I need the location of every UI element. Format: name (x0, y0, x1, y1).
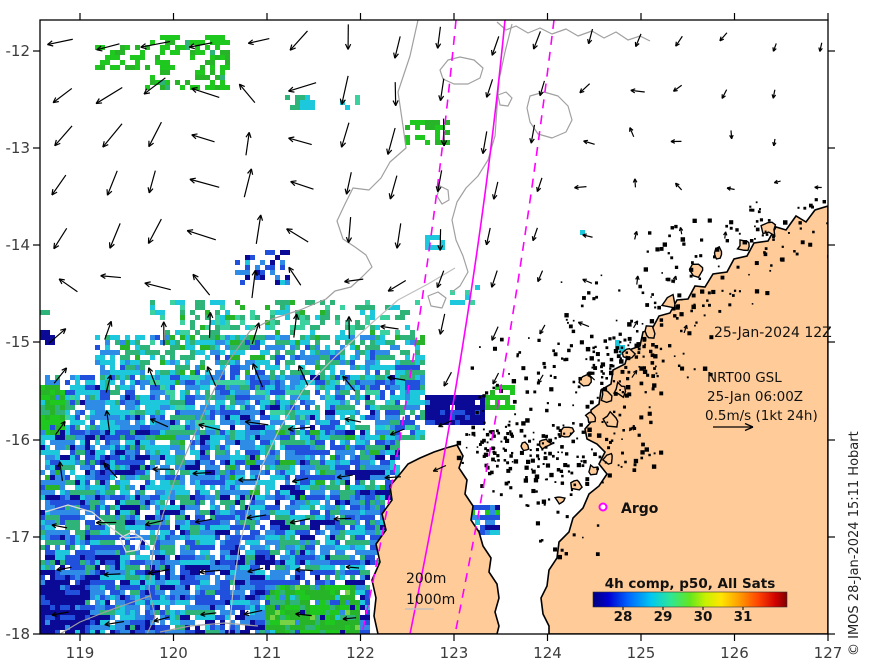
x-tick-label-125: 125 (627, 644, 656, 662)
x-tick-label-120: 120 (159, 644, 188, 662)
y-tick-label--15: -15 (6, 333, 31, 351)
nrt-product-label: NRT00 GSL (707, 370, 782, 386)
nrt-time-label: 25-Jan 06:00Z (707, 389, 803, 405)
x-tick-label-127: 127 (814, 644, 843, 662)
x-tick-label-121: 121 (253, 644, 282, 662)
bathymetry-contours-layer (44, 20, 651, 634)
plot-frame (39, 19, 829, 635)
current-vector-arrows-layer (47, 24, 823, 627)
depth-1000m-label: 1000m (406, 592, 455, 608)
y-tick-label--16: -16 (6, 431, 31, 449)
credit-text: © IMOS 28-Jan-2024 15:11 Hobart (847, 431, 862, 656)
colorbar-ticks: 28 29 30 31 (614, 607, 753, 625)
colorbar-tick-label-28: 28 (614, 609, 633, 625)
y-tick-label--17: -17 (6, 528, 31, 546)
x-tick-label-122: 122 (346, 644, 375, 662)
y-tick-label--13: -13 (6, 139, 31, 157)
colorbar-tick-label-30: 30 (694, 609, 713, 625)
dampier-peninsula-polygon (371, 444, 500, 634)
argo-label: Argo (621, 501, 659, 517)
axes-layer: 119 120 121 122 123 124 125 126 127 -12 -13 -14 -15 -… (6, 13, 843, 662)
depth-200m-label: 200m (406, 571, 446, 587)
colorbar-tick-label-29: 29 (654, 609, 673, 625)
land-coastline-layer (371, 198, 828, 634)
sst-data-layer (40, 35, 625, 634)
mainland-polygon (540, 205, 828, 634)
x-tick-label-123: 123 (440, 644, 469, 662)
vector-scale-label: 0.5m/s (1kt 24h) (705, 408, 818, 424)
colorbar (592, 591, 788, 608)
colorbar-tick-label-31: 31 (734, 609, 753, 625)
vector-scale-arrow (713, 422, 754, 432)
x-tick-label-126: 126 (720, 644, 749, 662)
argo-float-marker (598, 502, 608, 512)
x-tick-label-119: 119 (66, 644, 95, 662)
satellite-track-lines-layer (361, 20, 555, 634)
y-tick-label--18: -18 (6, 625, 31, 643)
y-tick-label--12: -12 (6, 42, 31, 60)
y-tick-label--14: -14 (6, 236, 31, 254)
x-tick-label-124: 124 (533, 644, 562, 662)
map-datetime-label: 25-Jan-2024 12Z (714, 325, 832, 341)
colorbar-title: 4h comp, p50, All Sats (605, 576, 776, 592)
